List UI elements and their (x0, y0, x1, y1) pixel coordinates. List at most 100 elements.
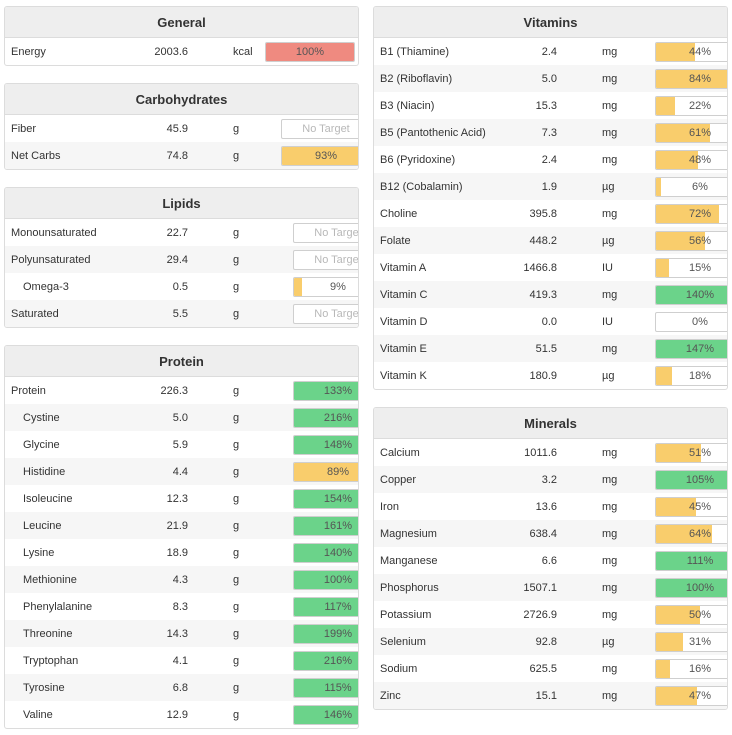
target-progress-bar: 16% (655, 658, 727, 679)
nutrient-unit: g (233, 280, 240, 293)
nutrient-row-energy[interactable]: Energy 2003.6 kcal 100% (5, 38, 358, 65)
progress-label: 115% (324, 681, 352, 694)
nutrient-amount: 5.5 (172, 307, 188, 320)
nutrient-row-b3-niacin[interactable]: B3 (Niacin) 15.3 mg 22% (374, 92, 727, 119)
progress-fill (294, 277, 302, 296)
nutrient-row-tyrosine[interactable]: Tyrosine 6.8 g 115% (5, 674, 358, 701)
nutrient-name: Potassium (380, 608, 432, 621)
general-header: General (5, 7, 358, 38)
nutrient-row-protein[interactable]: Protein 226.3 g 133% (5, 377, 358, 404)
nutrient-row-vitamin-c[interactable]: Vitamin C 419.3 mg 140% (374, 281, 727, 308)
nutrient-row-manganese[interactable]: Manganese 6.6 mg 111% (374, 547, 727, 574)
nutrient-unit: µg (602, 234, 615, 247)
nutrient-row-potassium[interactable]: Potassium 2726.9 mg 50% (374, 601, 727, 628)
progress-label: 45% (688, 500, 712, 513)
nutrient-row-phosphorus[interactable]: Phosphorus 1507.1 mg 100% (374, 574, 727, 601)
progress-label: 47% (688, 689, 712, 702)
nutrient-row-vitamin-e[interactable]: Vitamin E 51.5 mg 147% (374, 335, 727, 362)
target-progress-bar: 146% (293, 704, 358, 725)
nutrient-row-net-carbs[interactable]: Net Carbs 74.8 g 93% (5, 142, 358, 169)
nutrient-amount: 0.0 (541, 315, 557, 328)
nutrient-row-copper[interactable]: Copper 3.2 mg 105% (374, 466, 727, 493)
progress-fill (656, 42, 695, 61)
progress-fill (294, 624, 358, 643)
progress-label: 48% (688, 153, 712, 166)
nutrient-name: B3 (Niacin) (380, 99, 435, 112)
nutrient-row-saturated[interactable]: Saturated 5.5 g No Target (5, 300, 358, 327)
nutrient-row-polyunsaturated[interactable]: Polyunsaturated 29.4 g No Target (5, 246, 358, 273)
nutrient-row-vitamin-a[interactable]: Vitamin A 1466.8 IU 15% (374, 254, 727, 281)
nutrient-name: Phosphorus (380, 581, 439, 594)
protein-panel: Protein Protein 226.3 g 133% Cystine 5.0 g 216%… (4, 345, 359, 729)
target-progress-bar: 105% (655, 469, 727, 490)
nutrient-amount: 5.0 (541, 72, 557, 85)
nutrient-row-b5-pantothenic-acid[interactable]: B5 (Pantothenic Acid) 7.3 mg 61% (374, 119, 727, 146)
nutrient-name: B5 (Pantothenic Acid) (380, 126, 486, 139)
nutrient-row-selenium[interactable]: Selenium 92.8 µg 31% (374, 628, 727, 655)
nutrient-row-b6-pyridoxine[interactable]: B6 (Pyridoxine) 2.4 mg 48% (374, 146, 727, 173)
nutrient-row-zinc[interactable]: Zinc 15.1 mg 47% (374, 682, 727, 709)
nutrient-amount: 12.9 (166, 708, 188, 721)
nutrient-unit: mg (602, 446, 618, 459)
nutrient-amount: 74.8 (166, 149, 188, 162)
target-progress-bar: 18% (655, 365, 727, 386)
nutrient-unit: g (233, 253, 240, 266)
nutrient-row-magnesium[interactable]: Magnesium 638.4 mg 64% (374, 520, 727, 547)
nutrient-row-methionine[interactable]: Methionine 4.3 g 100% (5, 566, 358, 593)
nutrient-row-leucine[interactable]: Leucine 21.9 g 161% (5, 512, 358, 539)
nutrient-row-cystine[interactable]: Cystine 5.0 g 216% (5, 404, 358, 431)
nutrient-name: Folate (380, 234, 411, 247)
nutrient-row-histidine[interactable]: Histidine 4.4 g 89% (5, 458, 358, 485)
progress-label: 100% (323, 573, 353, 586)
progress-fill (656, 123, 710, 142)
nutrient-row-phenylalanine[interactable]: Phenylalanine 8.3 g 117% (5, 593, 358, 620)
nutrient-row-sodium[interactable]: Sodium 625.5 mg 16% (374, 655, 727, 682)
nutrient-name: Calcium (380, 446, 420, 459)
nutrient-row-iron[interactable]: Iron 13.6 mg 45% (374, 493, 727, 520)
nutrient-row-monounsaturated[interactable]: Monounsaturated 22.7 g No Target (5, 219, 358, 246)
progress-label: 216% (323, 411, 353, 424)
nutrient-row-fiber[interactable]: Fiber 45.9 g No Target (5, 115, 358, 142)
nutrient-row-tryptophan[interactable]: Tryptophan 4.1 g 216% (5, 647, 358, 674)
progress-label: 64% (688, 527, 712, 540)
nutrient-row-folate[interactable]: Folate 448.2 µg 56% (374, 227, 727, 254)
target-progress-bar: 0% (655, 311, 727, 332)
nutrient-name: Fiber (11, 122, 37, 135)
nutrient-unit: g (233, 708, 240, 721)
nutrient-row-b2-riboflavin[interactable]: B2 (Riboflavin) 5.0 mg 84% (374, 65, 727, 92)
progress-fill (656, 177, 662, 196)
nutrient-amount: 3.2 (541, 473, 557, 486)
nutrient-row-valine[interactable]: Valine 12.9 g 146% (5, 701, 358, 728)
nutrient-unit: mg (602, 342, 618, 355)
nutrient-row-b1-thiamine[interactable]: B1 (Thiamine) 2.4 mg 44% (374, 38, 727, 65)
nutrient-row-vitamin-k[interactable]: Vitamin K 180.9 µg 18% (374, 362, 727, 389)
nutrient-amount: 1507.1 (523, 581, 557, 594)
nutrient-row-vitamin-d[interactable]: Vitamin D 0.0 IU 0% (374, 308, 727, 335)
nutrient-row-b12-cobalamin[interactable]: B12 (Cobalamin) 1.9 µg 6% (374, 173, 727, 200)
nutrient-row-choline[interactable]: Choline 395.8 mg 72% (374, 200, 727, 227)
target-progress-bar: 117% (293, 596, 358, 617)
nutrient-name: B12 (Cobalamin) (380, 180, 463, 193)
nutrient-unit: mg (602, 153, 618, 166)
target-progress-bar: 47% (655, 685, 727, 706)
nutrient-row-glycine[interactable]: Glycine 5.9 g 148% (5, 431, 358, 458)
nutrient-row-lysine[interactable]: Lysine 18.9 g 140% (5, 539, 358, 566)
nutrient-amount: 18.9 (166, 546, 188, 559)
target-progress-bar: 15% (655, 257, 727, 278)
target-progress-bar: 44% (655, 41, 727, 62)
progress-label: 15% (688, 261, 712, 274)
nutrient-unit: g (233, 519, 240, 532)
nutrient-unit: g (233, 149, 240, 162)
nutrient-row-calcium[interactable]: Calcium 1011.6 mg 51% (374, 439, 727, 466)
progress-label: 105% (685, 473, 715, 486)
progress-label: 84% (688, 72, 712, 85)
progress-label: 199% (323, 627, 353, 640)
progress-fill (656, 96, 676, 115)
nutrient-row-threonine[interactable]: Threonine 14.3 g 199% (5, 620, 358, 647)
progress-label: 6% (692, 180, 708, 193)
nutrient-name: Magnesium (380, 527, 437, 540)
nutrient-name: Protein (11, 384, 46, 397)
nutrient-row-omega-3[interactable]: Omega-3 0.5 g 9% (5, 273, 358, 300)
nutrient-row-isoleucine[interactable]: Isoleucine 12.3 g 154% (5, 485, 358, 512)
